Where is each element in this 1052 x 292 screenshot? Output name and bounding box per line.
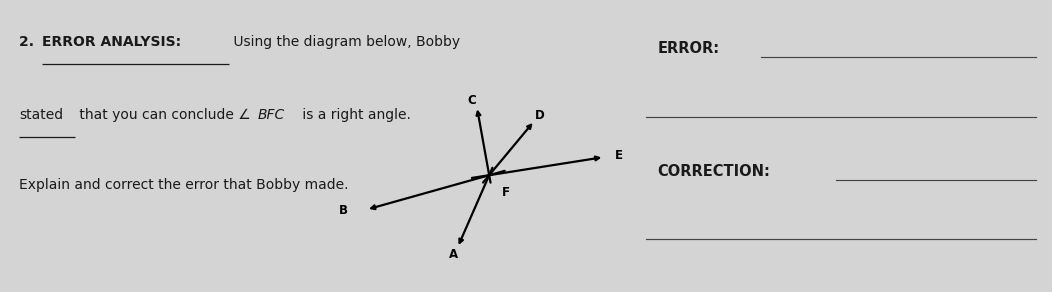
Text: 2.: 2. bbox=[19, 35, 39, 49]
Text: D: D bbox=[534, 109, 545, 122]
Text: ERROR ANALYSIS:: ERROR ANALYSIS: bbox=[42, 35, 181, 49]
Text: E: E bbox=[615, 150, 623, 162]
Text: C: C bbox=[467, 93, 476, 107]
Text: CORRECTION:: CORRECTION: bbox=[658, 164, 770, 178]
Text: is a right angle.: is a right angle. bbox=[298, 108, 410, 122]
Text: BFC: BFC bbox=[258, 108, 285, 122]
Text: Explain and correct the error that Bobby made.: Explain and correct the error that Bobby… bbox=[19, 178, 348, 192]
Text: stated: stated bbox=[19, 108, 63, 122]
Text: F: F bbox=[502, 186, 510, 199]
Text: B: B bbox=[339, 204, 347, 217]
Text: A: A bbox=[449, 248, 458, 260]
Text: that you can conclude ∠: that you can conclude ∠ bbox=[75, 108, 250, 122]
Text: Using the diagram below, Bobby: Using the diagram below, Bobby bbox=[229, 35, 461, 49]
Text: ERROR:: ERROR: bbox=[658, 41, 720, 56]
